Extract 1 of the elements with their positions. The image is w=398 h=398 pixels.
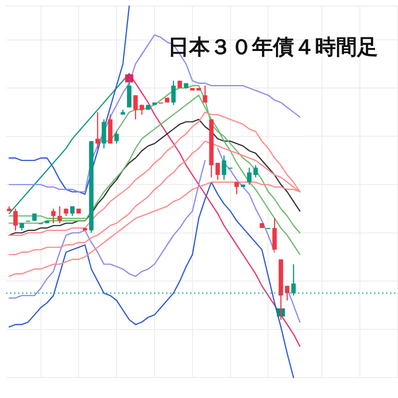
chart-title: 日本３０年債４時間足 [168,34,378,61]
